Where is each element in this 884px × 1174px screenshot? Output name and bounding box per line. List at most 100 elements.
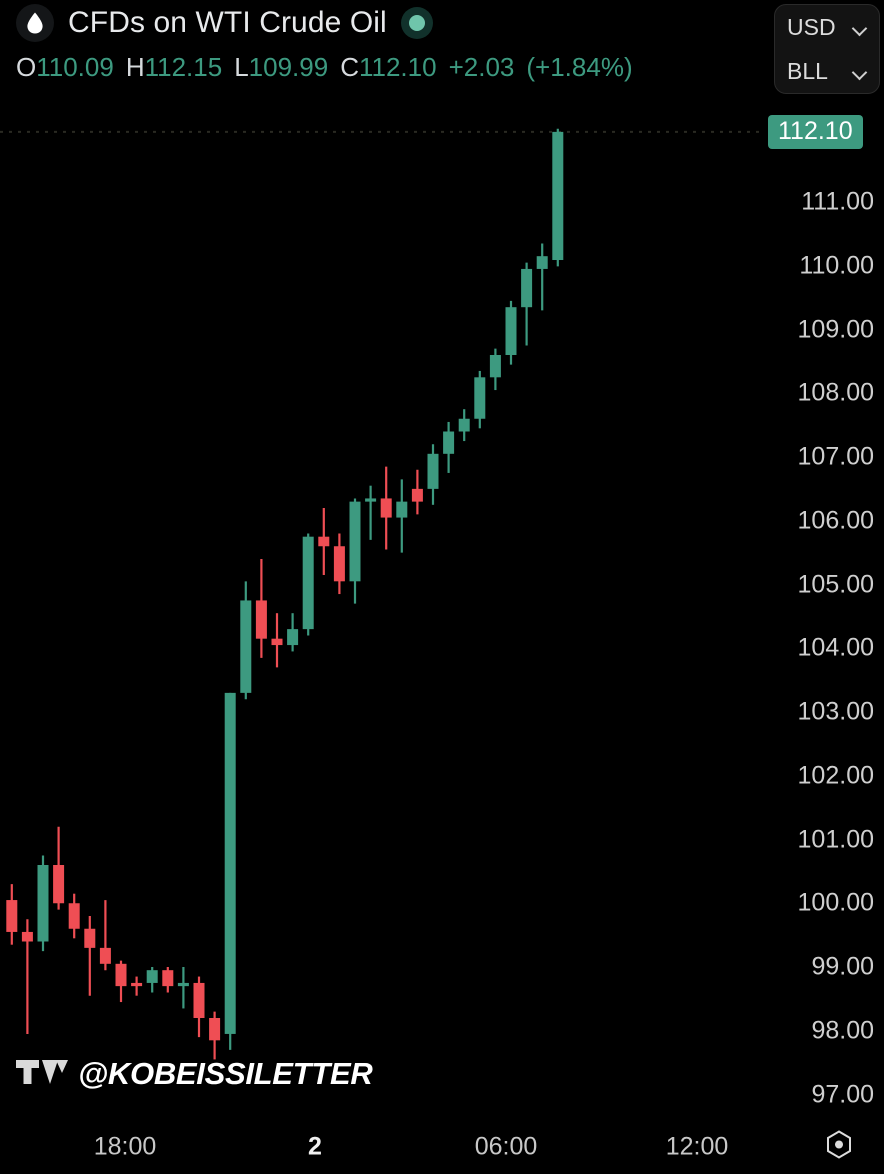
ohlc-row: O 110.09 H 112.15 L 109.99 C 112.10 +2.0… (16, 52, 633, 83)
price-tick-label: 100.00 (797, 888, 874, 917)
price-tick-label: 109.00 (797, 315, 874, 343)
candle (53, 826, 65, 910)
candle (396, 479, 408, 553)
candle (349, 498, 361, 604)
candle (255, 559, 267, 658)
ohlc-close-label: C (340, 52, 359, 82)
tradingview-logo-icon (16, 1057, 68, 1092)
candle (521, 262, 533, 346)
candle-body (224, 692, 236, 1034)
ohlc-open-label: O (16, 52, 37, 82)
time-tick-label: 2 (308, 1132, 322, 1161)
price-tick-label: 103.00 (797, 697, 874, 726)
price-tick-label: 101.00 (797, 825, 874, 853)
candle (271, 613, 283, 668)
candle (99, 900, 111, 971)
price-tick-label: 110.00 (799, 251, 874, 280)
time-tick-label: 06:00 (474, 1132, 538, 1161)
ohlc-high-label: H (125, 52, 145, 82)
candle-body (68, 903, 80, 929)
price-tick-label: 97.00 (811, 1080, 874, 1108)
candle (287, 613, 299, 652)
chart-settings-hex-icon[interactable] (822, 1128, 856, 1167)
price-tick-label: 98.00 (811, 1016, 874, 1045)
candle-body (162, 970, 174, 987)
ohlc-open-value: 110.09 (36, 52, 114, 82)
candle-body (443, 431, 455, 454)
candle-body (177, 982, 189, 987)
candle-body (240, 600, 252, 693)
time-tick-label: 12:00 (665, 1132, 729, 1161)
price-tick-label: 102.00 (797, 761, 874, 790)
candle-body (287, 629, 299, 646)
ohlc-close-value: 112.10 (358, 52, 437, 82)
candle-body (318, 536, 330, 547)
candle-body (427, 453, 439, 489)
candle-body (115, 963, 127, 987)
currency-primary-dropdown[interactable]: USD (775, 5, 879, 49)
candlestick-plot[interactable] (0, 100, 762, 1120)
price-tick-label: 106.00 (797, 506, 874, 535)
ohlc-low-value: 109.99 (248, 52, 329, 82)
candle-body (37, 865, 49, 942)
candle (131, 976, 143, 996)
candle-body (6, 900, 18, 932)
change-absolute: +2.03 (448, 52, 515, 82)
price-tick-label: 104.00 (797, 633, 874, 662)
candle (427, 444, 439, 505)
watermark: @KOBEISSILETTER (16, 1056, 373, 1092)
candle (489, 348, 501, 391)
candle-body (521, 268, 533, 308)
ohlc-high-value: 112.15 (144, 52, 223, 82)
oil-drop-icon (16, 4, 54, 42)
page-title: CFDs on WTI Crude Oil (68, 6, 387, 39)
ohlc-low-label: L (234, 52, 249, 82)
candle-body (489, 355, 501, 378)
candle (224, 692, 236, 1050)
candle (443, 421, 455, 473)
candle-body (380, 498, 392, 518)
candle-body (411, 488, 423, 502)
candle-body (505, 307, 517, 355)
candle (162, 967, 174, 993)
symbol-title-row[interactable]: CFDs on WTI Crude Oil (16, 4, 433, 42)
candle-body (302, 536, 314, 630)
currency-selector[interactable]: USD BLL (774, 4, 880, 94)
candle (177, 967, 189, 1009)
candle (458, 409, 470, 442)
candle (552, 128, 564, 267)
candle-body (99, 947, 111, 964)
candle (302, 533, 314, 636)
candle-body (365, 498, 377, 502)
currency-secondary-label: BLL (787, 57, 828, 84)
price-tick-label: 99.00 (811, 952, 874, 981)
candle (115, 960, 127, 1003)
candle (505, 300, 517, 365)
candle-body (53, 865, 65, 904)
price-axis[interactable]: 111.00 110.00 109.00 108.00 107.00 106.00 105.… (762, 100, 884, 1120)
candle (240, 581, 252, 700)
candle-body (458, 418, 470, 432)
candle (474, 370, 486, 429)
candle-body (333, 546, 345, 582)
candle (380, 466, 392, 550)
current-price-badge[interactable]: 112.10 (768, 114, 863, 149)
chevron-down-icon (854, 67, 867, 75)
candle (68, 893, 80, 939)
candle-body (536, 256, 548, 269)
candle-body (474, 377, 486, 419)
candle (84, 916, 96, 996)
price-tick-label: 111.00 (801, 187, 874, 216)
price-tick-label: 107.00 (797, 442, 874, 471)
candle (209, 1011, 221, 1060)
candlestick-svg (0, 128, 762, 1060)
time-axis[interactable]: 18:00 2 06:00 12:00 (0, 1120, 884, 1174)
candle-body (146, 970, 158, 983)
chart-header: CFDs on WTI Crude Oil O 110.09 H 112.15 … (0, 0, 884, 100)
chevron-down-icon (854, 23, 867, 31)
watermark-handle: @KOBEISSILETTER (78, 1056, 373, 1091)
candle (411, 469, 423, 515)
currency-secondary-dropdown[interactable]: BLL (775, 49, 879, 93)
candle-body (131, 982, 143, 987)
candle-body (209, 1018, 221, 1041)
